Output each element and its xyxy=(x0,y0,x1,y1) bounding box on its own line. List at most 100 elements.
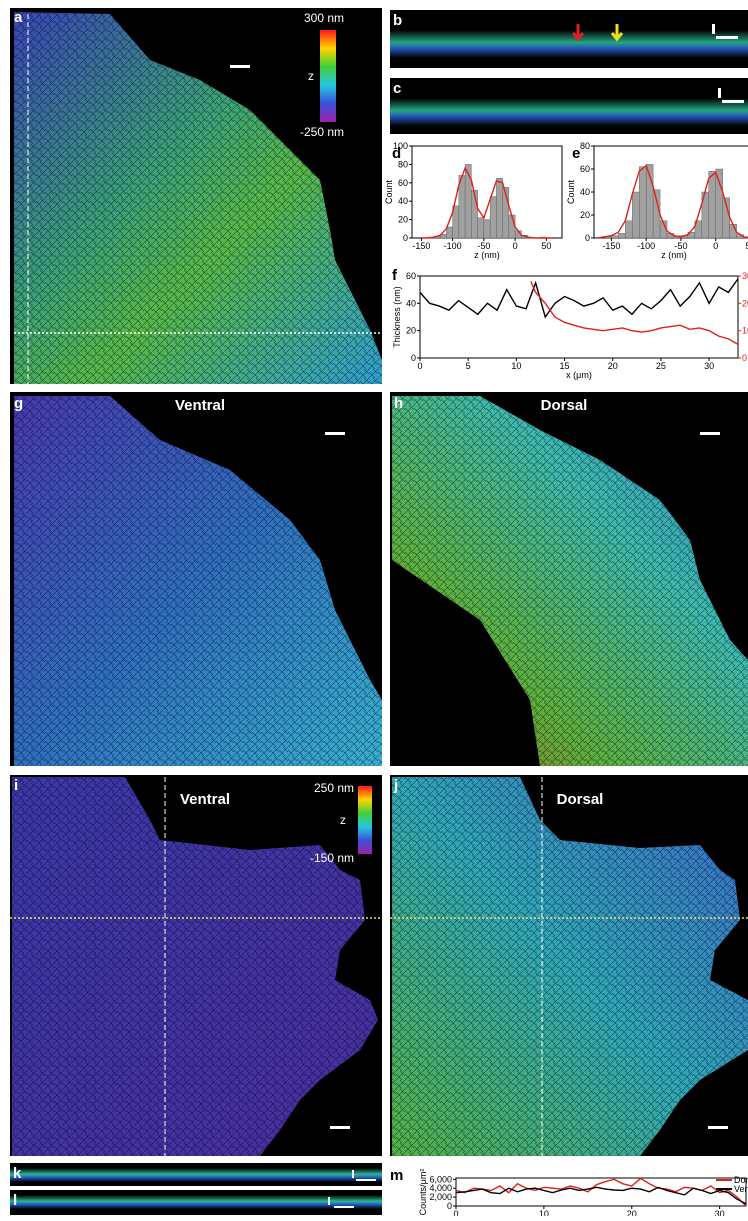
series-line xyxy=(420,279,738,317)
colorbar-label: -250 nm xyxy=(300,125,344,139)
x-tick-label: 5 xyxy=(466,361,471,371)
x-tick-label: 50 xyxy=(541,241,551,251)
scale-bar xyxy=(330,1126,350,1129)
histogram-bar xyxy=(632,192,639,238)
plot-frame xyxy=(420,276,738,358)
x-tick-label: 30 xyxy=(715,1209,725,1216)
x-tick-label: 0 xyxy=(453,1209,458,1216)
figure: a 300 nm z -250 nm b c d e f g Ventral xyxy=(0,0,748,1216)
cross-section-image xyxy=(10,1195,382,1209)
colorbar-label: 250 nm xyxy=(314,781,354,795)
y-tick-label: 0 xyxy=(411,353,416,363)
x-tick-label: 20 xyxy=(627,1209,637,1216)
y2-tick-label: 200 xyxy=(742,298,748,308)
panel-label: c xyxy=(393,80,401,97)
y2-tick-label: 300 xyxy=(742,271,748,281)
y-tick-label: 6,000 xyxy=(429,1174,452,1184)
scale-bar xyxy=(325,432,345,435)
panel-label: b xyxy=(393,12,402,29)
y-tick-label: 100 xyxy=(393,141,408,151)
cross-section-image xyxy=(10,1168,382,1182)
colorbar-label: z xyxy=(340,813,346,827)
x-tick-label: -150 xyxy=(602,241,620,251)
y-tick-label: 60 xyxy=(580,164,590,174)
scale-bar xyxy=(328,1197,330,1205)
histogram-bar xyxy=(478,218,484,238)
y-axis-label: Thickness (nm) xyxy=(392,286,402,348)
x-tick-label: 20 xyxy=(608,361,618,371)
panel-h: h Dorsal xyxy=(390,392,748,766)
colorbar-label: z xyxy=(308,69,314,83)
panel-j: j Dorsal xyxy=(390,775,748,1156)
plot-frame xyxy=(456,1178,746,1206)
y-tick-label: 40 xyxy=(398,196,408,206)
panel-g: g Ventral xyxy=(10,392,382,766)
scale-bar xyxy=(722,100,744,103)
legend-label: Ventral xyxy=(734,1184,748,1194)
panel-k: k xyxy=(10,1163,382,1186)
y-tick-label: 60 xyxy=(406,271,416,281)
histogram-bar xyxy=(625,221,632,238)
panel-title: Ventral xyxy=(180,791,230,808)
panel-label: a xyxy=(14,9,23,26)
cross-section-image xyxy=(390,30,748,58)
panel-label: l xyxy=(13,1192,17,1209)
series-line xyxy=(531,281,738,344)
x-tick-label: 0 xyxy=(713,241,718,251)
x-tick-label: -100 xyxy=(637,241,655,251)
panel-label: i xyxy=(14,777,18,794)
histogram-bar xyxy=(446,227,452,238)
panel-label: k xyxy=(13,1165,22,1182)
colorbar-label: -150 nm xyxy=(310,851,354,865)
panel-title: Dorsal xyxy=(557,791,604,808)
y-tick-label: 0 xyxy=(585,233,590,243)
x-axis-label: z (nm) xyxy=(661,250,687,260)
x-tick-label: 10 xyxy=(511,361,521,371)
scale-bar xyxy=(352,1170,354,1178)
scale-bar xyxy=(716,36,738,39)
panel-a: a 300 nm z -250 nm xyxy=(10,8,382,384)
y-tick-label: 20 xyxy=(580,210,590,220)
histogram-bar xyxy=(484,220,490,238)
y-tick-label: 20 xyxy=(406,326,416,336)
panel-label: h xyxy=(394,395,403,412)
y-tick-label: 2,000 xyxy=(429,1192,452,1202)
panel-title: Dorsal xyxy=(541,397,588,414)
panel-l: l xyxy=(10,1190,382,1215)
panel-label: j xyxy=(393,777,398,794)
x-tick-label: -150 xyxy=(412,241,430,251)
y-tick-label: 4,000 xyxy=(429,1183,452,1193)
histogram-bar xyxy=(496,178,502,238)
x-tick-label: 0 xyxy=(513,241,518,251)
histogram-bar xyxy=(639,167,646,238)
x-axis-label: z (nm) xyxy=(474,250,500,260)
y-tick-label: 80 xyxy=(580,141,590,151)
x-tick-label: 25 xyxy=(656,361,666,371)
cross-section-image xyxy=(390,98,748,126)
x-tick-label: 30 xyxy=(704,361,714,371)
y-tick-label: 40 xyxy=(406,298,416,308)
histogram-bar xyxy=(653,190,660,238)
page: {"panels": { "a": {"label": "a", "colorb… xyxy=(0,0,748,1216)
y2-tick-label: 0 xyxy=(742,353,747,363)
histogram-bar xyxy=(611,236,618,238)
y-tick-label: 0 xyxy=(403,233,408,243)
colorbar xyxy=(320,30,336,122)
panel-c: c xyxy=(390,78,748,134)
y-axis-label: Counts/μm² xyxy=(418,1169,428,1216)
y-axis-label: Count xyxy=(566,180,576,205)
y2-tick-label: 100 xyxy=(742,326,748,336)
x-axis-label: x (μm) xyxy=(566,370,592,380)
colorbar-label: 300 nm xyxy=(304,11,344,25)
panel-label: f xyxy=(392,267,398,284)
colorbar xyxy=(358,786,372,854)
y-tick-label: 60 xyxy=(398,178,408,188)
histogram-bar xyxy=(490,197,496,238)
scale-bar xyxy=(712,24,715,34)
panel-label: m xyxy=(390,1167,403,1184)
panel-title: Ventral xyxy=(175,397,225,414)
panel-b: b xyxy=(390,10,748,68)
x-tick-label: -100 xyxy=(444,241,462,251)
x-tick-label: 0 xyxy=(417,361,422,371)
histogram-bar xyxy=(709,171,716,238)
